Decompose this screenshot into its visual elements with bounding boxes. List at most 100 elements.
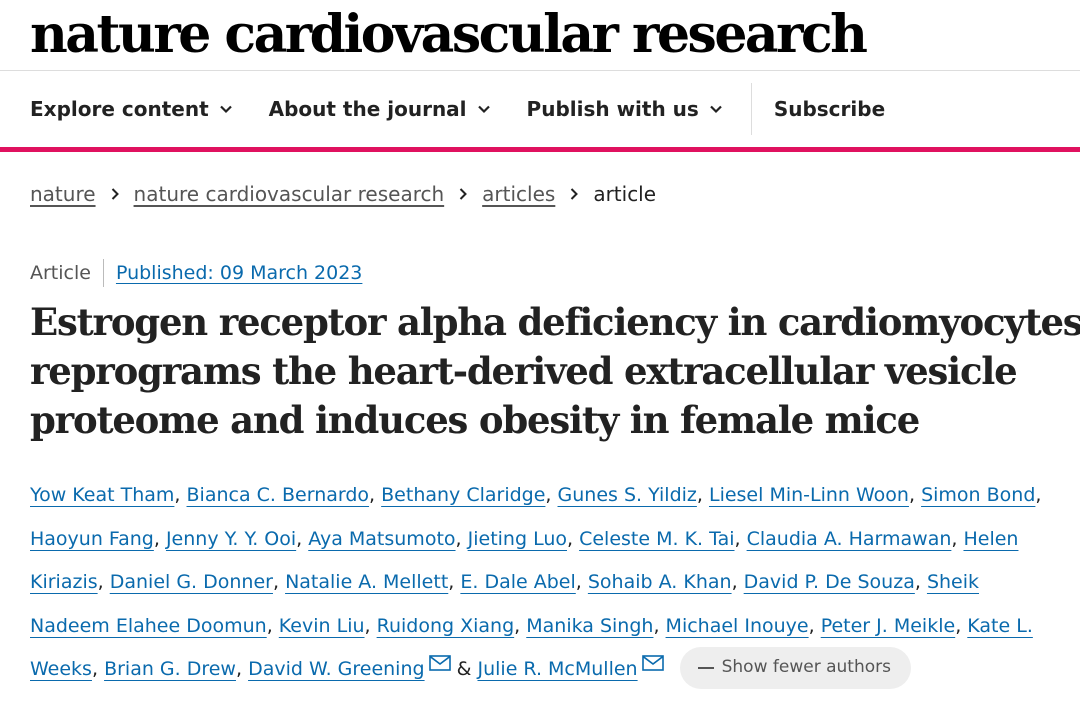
chevron-right-icon [459, 188, 468, 200]
author-separator: , [448, 571, 455, 593]
chevron-down-icon [219, 105, 232, 114]
journal-title[interactable]: nature cardiovascular research [30, 4, 868, 65]
author-link[interactable]: Ruidong Xiang [376, 614, 515, 637]
author-line: Haoyun Fang, Jenny Y. Y. Ooi, Aya Matsum… [30, 518, 1060, 562]
author-separator: , [369, 484, 376, 506]
chevron-right-icon [111, 188, 119, 200]
article-title-line: reprograms the heart-derived extracellul… [30, 349, 1018, 393]
breadcrumb-current: article [593, 182, 657, 206]
nav-subscribe-label: Subscribe [773, 97, 886, 121]
author-link[interactable]: Bianca C. Bernardo [186, 484, 370, 506]
author-separator: , [514, 614, 521, 637]
chevron-down-icon [477, 105, 490, 114]
author-separator: , [914, 571, 921, 593]
author-line: Yow Keat Tham, Bianca C. Bernardo, Betha… [30, 474, 1060, 518]
author-link[interactable]: Gunes S. Yildiz [557, 484, 697, 506]
meta-divider [102, 259, 104, 287]
author-separator: , [955, 614, 962, 637]
author-link[interactable]: Nadeem Elahee Doomun [30, 614, 267, 637]
author-link[interactable]: Michael Inouye [665, 614, 809, 637]
author-link[interactable]: Brian G. Drew [104, 658, 236, 680]
author-link[interactable]: Haoyun Fang [30, 527, 154, 550]
breadcrumb-link-articles[interactable]: articles [482, 182, 556, 206]
nav-about-journal-label: About the journal [268, 97, 467, 121]
author-separator: , [174, 484, 181, 506]
author-separator: , [575, 571, 582, 593]
breadcrumb-link-journal[interactable]: nature cardiovascular research [133, 182, 445, 206]
author-link[interactable]: Sohaib A. Khan [587, 571, 732, 593]
author-separator: , [272, 571, 280, 593]
author-link[interactable]: Liesel Min-Linn Woon [708, 484, 909, 506]
author-separator: , [731, 571, 738, 593]
author-link[interactable]: Bethany Claridge [381, 484, 546, 506]
author-list: Yow Keat Tham, Bianca C. Bernardo, Betha… [30, 474, 1060, 692]
email-icon[interactable] [428, 655, 451, 671]
author-separator: , [266, 614, 273, 637]
author-line: Nadeem Elahee Doomun, Kevin Liu, Ruidong… [30, 605, 1060, 649]
author-link[interactable]: David P. De Souza [743, 571, 915, 593]
author-separator: , [734, 527, 741, 550]
author-link[interactable]: Manika Singh [526, 614, 654, 637]
author-link[interactable]: Peter J. Meikle [820, 614, 956, 637]
author-ampersand: & [456, 658, 472, 680]
author-separator: , [1035, 484, 1042, 506]
nav-subscribe[interactable]: Subscribe [774, 97, 885, 121]
author-link[interactable]: Kevin Liu [278, 614, 365, 637]
author-link[interactable]: Weeks [30, 658, 92, 680]
author-line: Kiriazis, Daniel G. Donner, Natalie A. M… [30, 561, 1060, 605]
author-separator: , [455, 527, 462, 550]
author-separator: , [235, 658, 243, 680]
author-link[interactable]: Jieting Luo [467, 527, 567, 550]
author-link[interactable]: Julie R. McMullen [477, 658, 638, 680]
author-separator: , [153, 527, 160, 550]
header-divider [0, 70, 1080, 71]
author-separator: , [696, 484, 703, 506]
nav-explore-content[interactable]: Explore content [30, 97, 233, 121]
published-date-link[interactable]: Published: 09 March 2023 [115, 262, 363, 284]
article-meta: Article Published: 09 March 2023 [30, 259, 362, 287]
breadcrumb-link-nature[interactable]: nature [30, 182, 96, 206]
author-link[interactable]: Helen [963, 527, 1019, 550]
nav-publish-with-us-label: Publish with us [526, 97, 699, 121]
accent-bar [0, 147, 1080, 152]
author-link[interactable]: Natalie A. Mellett [285, 571, 449, 593]
author-link[interactable]: Kate L. [967, 614, 1033, 637]
author-separator: , [296, 527, 303, 550]
author-link[interactable]: Sheik [926, 571, 980, 593]
email-icon[interactable] [641, 655, 664, 671]
author-separator: , [653, 614, 660, 637]
show-fewer-authors-button[interactable]: Show fewer authors [679, 646, 911, 689]
author-link[interactable]: Jenny Y. Y. Ooi [165, 527, 297, 550]
author-link[interactable]: Aya Matsumoto [308, 527, 456, 550]
author-separator: , [91, 658, 99, 680]
author-separator: , [545, 484, 552, 506]
author-link[interactable]: Claudia A. Harmawan [746, 527, 952, 550]
breadcrumb: nature nature cardiovascular research ar… [30, 182, 656, 206]
author-separator: , [567, 527, 574, 550]
author-link[interactable]: Daniel G. Donner [109, 571, 273, 593]
show-fewer-authors-label: Show fewer authors [721, 656, 891, 677]
author-link[interactable]: Simon Bond [921, 484, 1036, 506]
nav-about-journal[interactable]: About the journal [269, 97, 491, 121]
author-separator: , [808, 614, 815, 637]
author-separator: , [364, 614, 371, 637]
author-link[interactable]: David W. Greening [248, 658, 425, 680]
main-nav: Explore content About the journal Publis… [30, 82, 921, 136]
author-separator: , [908, 484, 916, 506]
chevron-right-icon [571, 188, 579, 200]
author-link[interactable]: Yow Keat Tham [30, 484, 175, 506]
author-line: Weeks, Brian G. Drew, David W. Greening … [30, 646, 1060, 692]
chevron-down-icon [710, 105, 722, 114]
nav-divider [750, 83, 752, 135]
author-link[interactable]: Celeste M. K. Tai [579, 527, 735, 550]
author-separator: , [951, 527, 958, 550]
nav-publish-with-us[interactable]: Publish with us [527, 97, 723, 121]
author-link[interactable]: Kiriazis [30, 571, 98, 593]
article-title: Estrogen receptor alpha deficiency in ca… [30, 298, 1080, 445]
article-title-line: Estrogen receptor alpha deficiency in ca… [30, 300, 1080, 344]
nav-explore-content-label: Explore content [30, 97, 209, 121]
author-separator: , [97, 571, 104, 593]
article-title-line: proteome and induces obesity in female m… [30, 398, 920, 442]
author-link[interactable]: E. Dale Abel [460, 571, 576, 593]
minus-icon [697, 666, 714, 669]
